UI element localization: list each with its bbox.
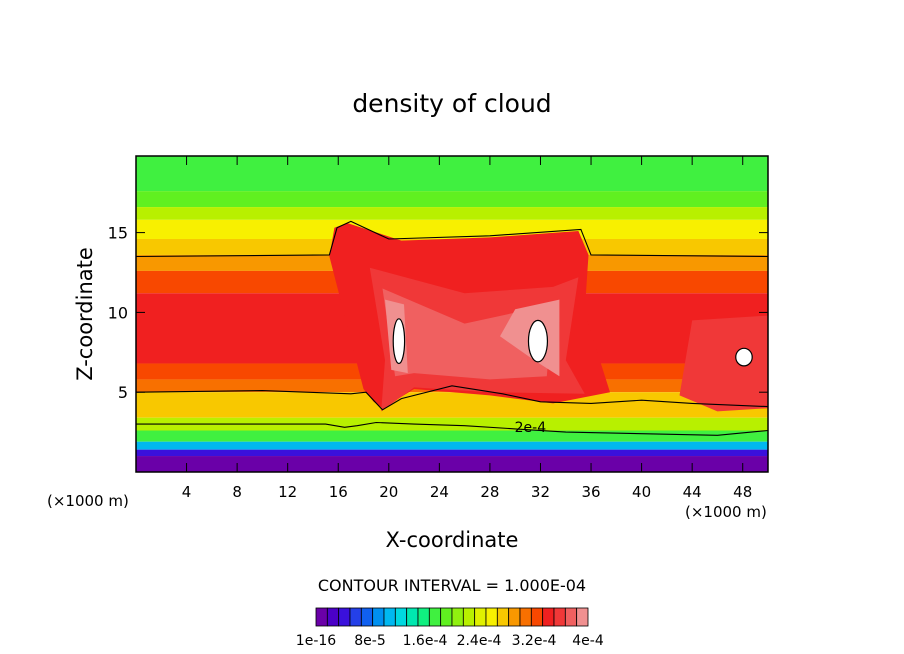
x-tick-label: 4 bbox=[182, 483, 192, 501]
colorbar-tick-label: 4e-4 bbox=[572, 633, 604, 649]
colorbar-swatch bbox=[564, 607, 578, 627]
x-tick-label: 12 bbox=[278, 483, 297, 501]
x-tick-label: 44 bbox=[683, 483, 702, 501]
colorbar-tick-labels: 1e-16 8e-5 1.6e-4 2.4e-4 3.2e-4 4e-4 bbox=[296, 633, 604, 649]
colorbar-swatch bbox=[383, 607, 396, 627]
field-band bbox=[136, 456, 768, 472]
colorbar-swatch bbox=[553, 607, 566, 627]
field-band bbox=[136, 156, 768, 192]
contour-line bbox=[136, 220, 768, 258]
y-tick-label: 10 bbox=[108, 303, 128, 322]
x-tick-label: 28 bbox=[480, 483, 499, 501]
x-unit-left: (×1000 m) bbox=[47, 492, 129, 510]
colorbar-swatch bbox=[315, 607, 328, 627]
x-tick-label: 32 bbox=[531, 483, 550, 501]
field-band bbox=[136, 417, 768, 431]
colorbar-swatch bbox=[394, 607, 408, 627]
colorbar-swatch bbox=[462, 607, 476, 627]
x-tick-label: 40 bbox=[632, 483, 651, 501]
colorbar-swatch bbox=[519, 607, 532, 627]
colorbar-swatch bbox=[338, 607, 351, 627]
contour-label: 2e-4 bbox=[515, 420, 547, 436]
max-cell bbox=[392, 318, 406, 365]
x-tick-label: 16 bbox=[329, 483, 348, 501]
field-band bbox=[136, 191, 768, 208]
colorbar-swatch bbox=[508, 607, 521, 627]
colorbar-tick-label: 1e-16 bbox=[296, 633, 336, 649]
max-cell bbox=[735, 347, 753, 367]
y-axis-label: Z-coordinate bbox=[73, 247, 97, 381]
colorbar-swatch bbox=[496, 607, 510, 627]
field-band bbox=[136, 430, 768, 442]
colorbar-swatch bbox=[428, 607, 442, 627]
colorbar-tick-label: 1.6e-4 bbox=[403, 633, 448, 649]
y-tick-label: 5 bbox=[118, 383, 128, 402]
cloud-plume-inner bbox=[382, 288, 554, 380]
plot-frame bbox=[135, 155, 769, 473]
field-band bbox=[136, 449, 768, 457]
x-tick-label: 20 bbox=[379, 483, 398, 501]
contour-interval-label: CONTOUR INTERVAL = 1.000E-04 bbox=[318, 576, 586, 595]
x-unit-right: (×1000 m) bbox=[685, 503, 767, 521]
colorbar-swatch bbox=[440, 607, 453, 627]
x-tick-label: 24 bbox=[430, 483, 449, 501]
colorbar-swatch bbox=[451, 607, 464, 627]
colorbar-tick-label: 2.4e-4 bbox=[457, 633, 502, 649]
colorbar-swatch bbox=[485, 607, 498, 627]
chart-title: density of cloud bbox=[352, 89, 551, 118]
colorbar-swatch bbox=[542, 607, 555, 627]
colorbar-swatch bbox=[530, 607, 544, 627]
x-tick-label: 36 bbox=[581, 483, 600, 501]
y-tick-label: 15 bbox=[108, 224, 128, 243]
colorbar-swatch bbox=[474, 607, 487, 627]
contour-line bbox=[136, 385, 768, 411]
colorbar bbox=[315, 607, 589, 627]
colorbar-tick-label: 3.2e-4 bbox=[512, 633, 557, 649]
colorbar-swatch bbox=[360, 607, 374, 627]
field-band bbox=[136, 219, 768, 239]
colorbar-swatch bbox=[406, 607, 419, 627]
x-axis-label: X-coordinate bbox=[386, 528, 519, 552]
contour-line bbox=[136, 421, 768, 436]
field-band bbox=[136, 441, 768, 450]
colorbar-swatch bbox=[576, 607, 589, 627]
y-axis-ticks: 5 10 15 bbox=[108, 224, 768, 402]
field-band bbox=[136, 392, 768, 418]
colorbar-swatch bbox=[372, 607, 385, 627]
field-band bbox=[136, 207, 768, 220]
cloud-right-core bbox=[679, 315, 768, 412]
x-axis-ticks: 4 8 12 16 20 24 28 32 36 40 44 48 bbox=[182, 156, 752, 501]
colorbar-tick-label: 8e-5 bbox=[354, 633, 385, 649]
plot-area: 2e-4 bbox=[136, 156, 768, 472]
colorbar-swatch bbox=[326, 607, 340, 627]
colorbar-swatch bbox=[417, 607, 430, 627]
max-cell bbox=[527, 319, 549, 363]
x-tick-label: 8 bbox=[232, 483, 242, 501]
x-tick-label: 48 bbox=[733, 483, 752, 501]
colorbar-swatch bbox=[349, 607, 362, 627]
